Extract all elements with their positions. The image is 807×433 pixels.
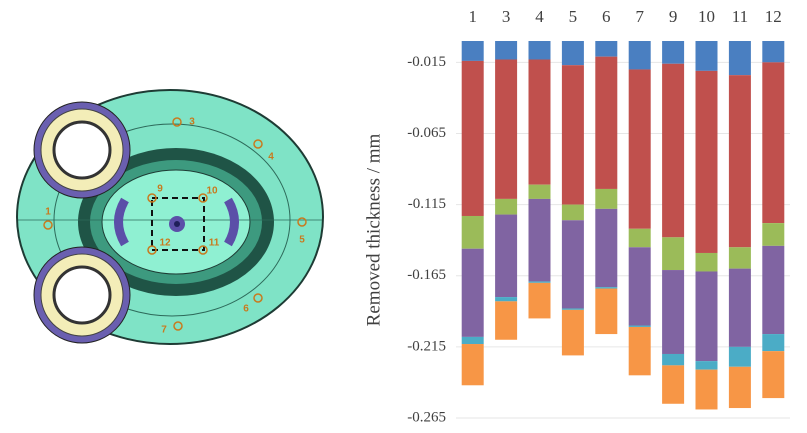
flange-bore <box>54 122 110 178</box>
flange <box>34 247 130 343</box>
bar-segment <box>729 269 751 347</box>
bar-segment <box>462 61 484 216</box>
y-tick-label: -0.215 <box>407 338 446 354</box>
bar-segment <box>762 351 784 398</box>
bar-segment <box>629 69 651 228</box>
x-tick-label: 12 <box>765 7 782 26</box>
x-tick-label: 7 <box>635 7 644 26</box>
bar-segment <box>696 361 718 370</box>
bar-segment <box>696 370 718 410</box>
bar-segment <box>529 59 551 184</box>
bar-segment <box>729 75 751 247</box>
bar-segment <box>696 71 718 253</box>
bar-segment <box>595 209 617 287</box>
bar-segment <box>629 229 651 247</box>
bar-segment <box>462 337 484 344</box>
point-label: 1 <box>45 207 51 218</box>
x-tick-label: 3 <box>502 7 511 26</box>
bar-segment <box>595 57 617 189</box>
bar-segment <box>495 215 517 298</box>
bar-segment <box>529 41 551 59</box>
bar-segment <box>729 367 751 408</box>
hub-center <box>174 221 180 227</box>
bar-segment <box>495 59 517 198</box>
x-tick-label: 5 <box>569 7 578 26</box>
bar-segment <box>729 347 751 367</box>
bar-segment <box>696 41 718 71</box>
bar-segment <box>729 247 751 268</box>
bar-segment <box>762 334 784 351</box>
bar-segment <box>696 253 718 271</box>
bar-segment <box>462 41 484 61</box>
bar-segment <box>662 64 684 238</box>
chart: Removed thickness / mm -0.015 -0.065 -0.11… <box>363 7 790 426</box>
x-tick-label: 1 <box>468 7 477 26</box>
bar-segment <box>629 327 651 375</box>
y-tick-label: -0.165 <box>407 267 446 283</box>
figure: 1 3 4 5 6 7 9 10 11 12 Removed thickness / mm -0.… <box>0 0 807 433</box>
bar-segment <box>595 289 617 335</box>
point-label: 10 <box>206 186 218 197</box>
bar-segment <box>462 249 484 337</box>
x-tick-label: 9 <box>669 7 678 26</box>
bar-segment <box>762 223 784 246</box>
diagram: 1 3 4 5 6 7 9 10 11 12 <box>17 90 323 344</box>
y-tick-label: -0.115 <box>408 196 446 212</box>
bar-segment <box>662 365 684 403</box>
bar-segment <box>562 308 584 309</box>
bar-segment <box>529 185 551 199</box>
bar-segment <box>762 41 784 62</box>
bar-segment <box>462 216 484 249</box>
y-tick-label: -0.065 <box>407 125 446 141</box>
bar-segment <box>562 41 584 65</box>
y-axis-label: Removed thickness / mm <box>363 133 384 326</box>
point-label: 3 <box>189 117 195 128</box>
bar-segment <box>562 220 584 308</box>
y-tick-label: -0.015 <box>407 54 446 70</box>
point-label: 9 <box>157 184 163 195</box>
bar-segment <box>629 247 651 325</box>
bar-segment <box>595 41 617 57</box>
flange <box>34 102 130 198</box>
flange-bore <box>54 267 110 323</box>
x-tick-label: 10 <box>698 7 715 26</box>
bar-segment <box>495 301 517 339</box>
bar-segment <box>629 326 651 327</box>
bar-segment <box>662 237 684 270</box>
bar-segment <box>595 189 617 209</box>
bar-segment <box>762 62 784 223</box>
bar-segment <box>495 297 517 301</box>
point-label: 12 <box>159 238 171 249</box>
bar-segment <box>729 41 751 75</box>
point-label: 6 <box>243 304 249 315</box>
bar-segment <box>529 283 551 319</box>
x-tick-label: 6 <box>602 7 611 26</box>
bar-segment <box>762 246 784 334</box>
bar-segment <box>662 41 684 64</box>
point-label: 4 <box>268 152 274 163</box>
bar-segment <box>529 281 551 282</box>
bar-segment <box>562 310 584 356</box>
bar-segment <box>696 271 718 361</box>
bar-segment <box>529 199 551 282</box>
bar-segment <box>662 270 684 354</box>
y-tick-label: -0.265 <box>407 409 446 425</box>
bar-segment <box>495 41 517 59</box>
point-label: 11 <box>209 238 220 249</box>
bar-segment <box>562 205 584 221</box>
point-label: 5 <box>299 235 305 246</box>
bar-segment <box>495 199 517 215</box>
bar-segment <box>662 354 684 365</box>
bar-segment <box>629 41 651 69</box>
bar-segment <box>595 287 617 288</box>
x-tick-label: 4 <box>535 7 544 26</box>
point-label: 7 <box>161 325 167 336</box>
bar-segment <box>462 344 484 385</box>
x-tick-label: 11 <box>732 7 748 26</box>
bar-segment <box>562 65 584 204</box>
